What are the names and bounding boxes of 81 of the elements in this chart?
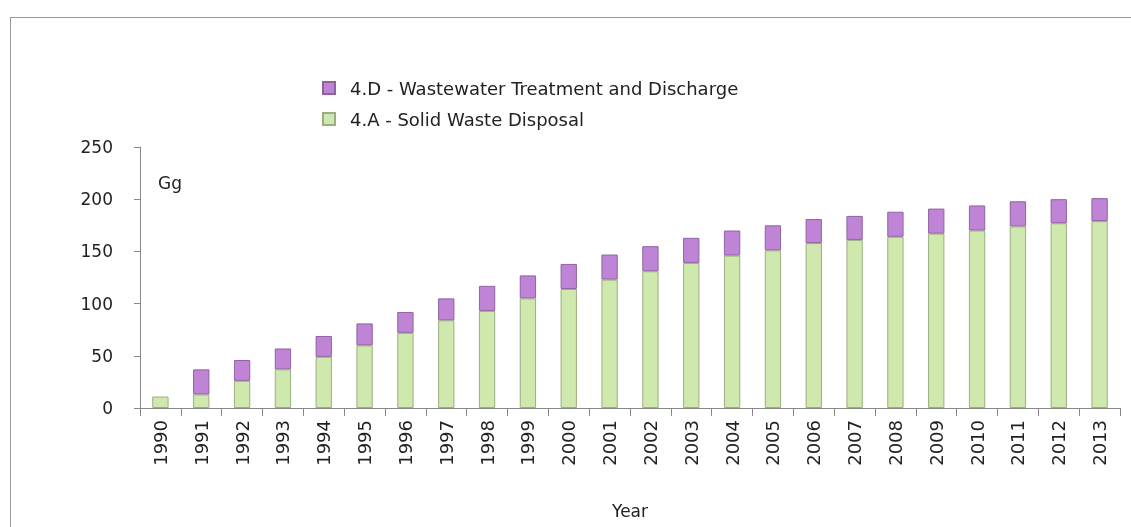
- bar: [642, 271, 659, 408]
- bar: [805, 243, 822, 408]
- x-tick-label: 2012: [1048, 420, 1070, 466]
- y-tick-label: 100: [80, 293, 113, 314]
- bar: [438, 320, 455, 408]
- x-tick-label: 2010: [966, 420, 988, 466]
- legend-label: 4.A - Solid Waste Disposal: [350, 108, 585, 130]
- bar: [723, 255, 741, 408]
- bar: [683, 237, 700, 263]
- bar: [233, 380, 251, 408]
- bar: [193, 394, 210, 408]
- bar: [152, 396, 169, 408]
- bar: [274, 348, 292, 370]
- x-tick-label: 2006: [803, 420, 825, 466]
- y-tick-label: 150: [80, 241, 113, 262]
- bar: [1050, 199, 1067, 224]
- y-axis-title: Gg: [158, 172, 182, 193]
- bar: [274, 369, 292, 408]
- x-tick-label: 2002: [639, 420, 661, 466]
- x-tick-label: 1993: [272, 420, 294, 466]
- bar: [193, 369, 210, 395]
- bar: [683, 262, 700, 408]
- x-tick-label: 2004: [721, 420, 743, 466]
- y-tick-label: 0: [102, 398, 113, 418]
- x-tick-label: 1997: [435, 420, 457, 466]
- bar: [764, 225, 782, 251]
- bar: [1009, 201, 1027, 227]
- bar: [846, 239, 863, 408]
- bar: [478, 285, 496, 311]
- bar: [315, 335, 332, 357]
- x-tick-label: 1991: [190, 420, 212, 466]
- bar: [764, 250, 782, 408]
- x-tick-label: 1995: [354, 420, 376, 466]
- bar: [805, 219, 822, 244]
- bar: [560, 288, 577, 408]
- bar: [315, 356, 332, 408]
- x-axis-title: Year: [611, 500, 648, 521]
- bar: [1050, 223, 1067, 408]
- x-tick-label: 1990: [149, 420, 171, 466]
- bar: [519, 275, 537, 299]
- x-tick-label: 2003: [680, 420, 702, 466]
- bar: [968, 230, 986, 408]
- bar: [356, 323, 373, 346]
- bar: [356, 345, 373, 408]
- bar: [887, 211, 904, 237]
- bar: [233, 359, 251, 381]
- bar: [846, 215, 863, 240]
- x-tick-label: 1998: [476, 420, 498, 466]
- bar: [723, 230, 741, 256]
- bar: [1091, 198, 1108, 222]
- x-tick-label: 1992: [231, 420, 253, 466]
- x-tick-label: 2013: [1089, 420, 1111, 466]
- bar: [601, 279, 618, 408]
- bar: [1091, 221, 1108, 408]
- bar: [519, 298, 537, 408]
- x-tick-label: 1996: [394, 420, 416, 466]
- x-tick-label: 2005: [762, 420, 784, 466]
- x-tick-label: 1994: [313, 420, 335, 466]
- bar: [642, 246, 659, 272]
- y-tick-label: 200: [80, 189, 113, 210]
- bar: [968, 205, 986, 231]
- legend-label: 4.D - Wastewater Treatment and Discharge: [350, 77, 739, 99]
- bar: [397, 332, 414, 408]
- y-tick-label: 250: [80, 137, 113, 157]
- bar: [560, 263, 577, 289]
- bar: [478, 310, 496, 408]
- y-tick-label: 50: [91, 345, 113, 366]
- x-tick-label: 2001: [599, 420, 621, 466]
- x-tick-label: 1999: [517, 420, 539, 466]
- bar: [928, 233, 945, 408]
- bar: [397, 311, 414, 333]
- bar: [928, 208, 945, 234]
- bar: [887, 236, 904, 408]
- bar: [601, 254, 618, 280]
- x-tick-label: 2000: [558, 420, 580, 466]
- x-tick-label: 2009: [925, 420, 947, 466]
- bar: [1009, 226, 1027, 408]
- x-tick-label: 2011: [1007, 420, 1029, 466]
- x-tick-label: 2007: [844, 420, 866, 466]
- bar: [438, 298, 455, 321]
- x-tick-label: 2008: [884, 420, 906, 466]
